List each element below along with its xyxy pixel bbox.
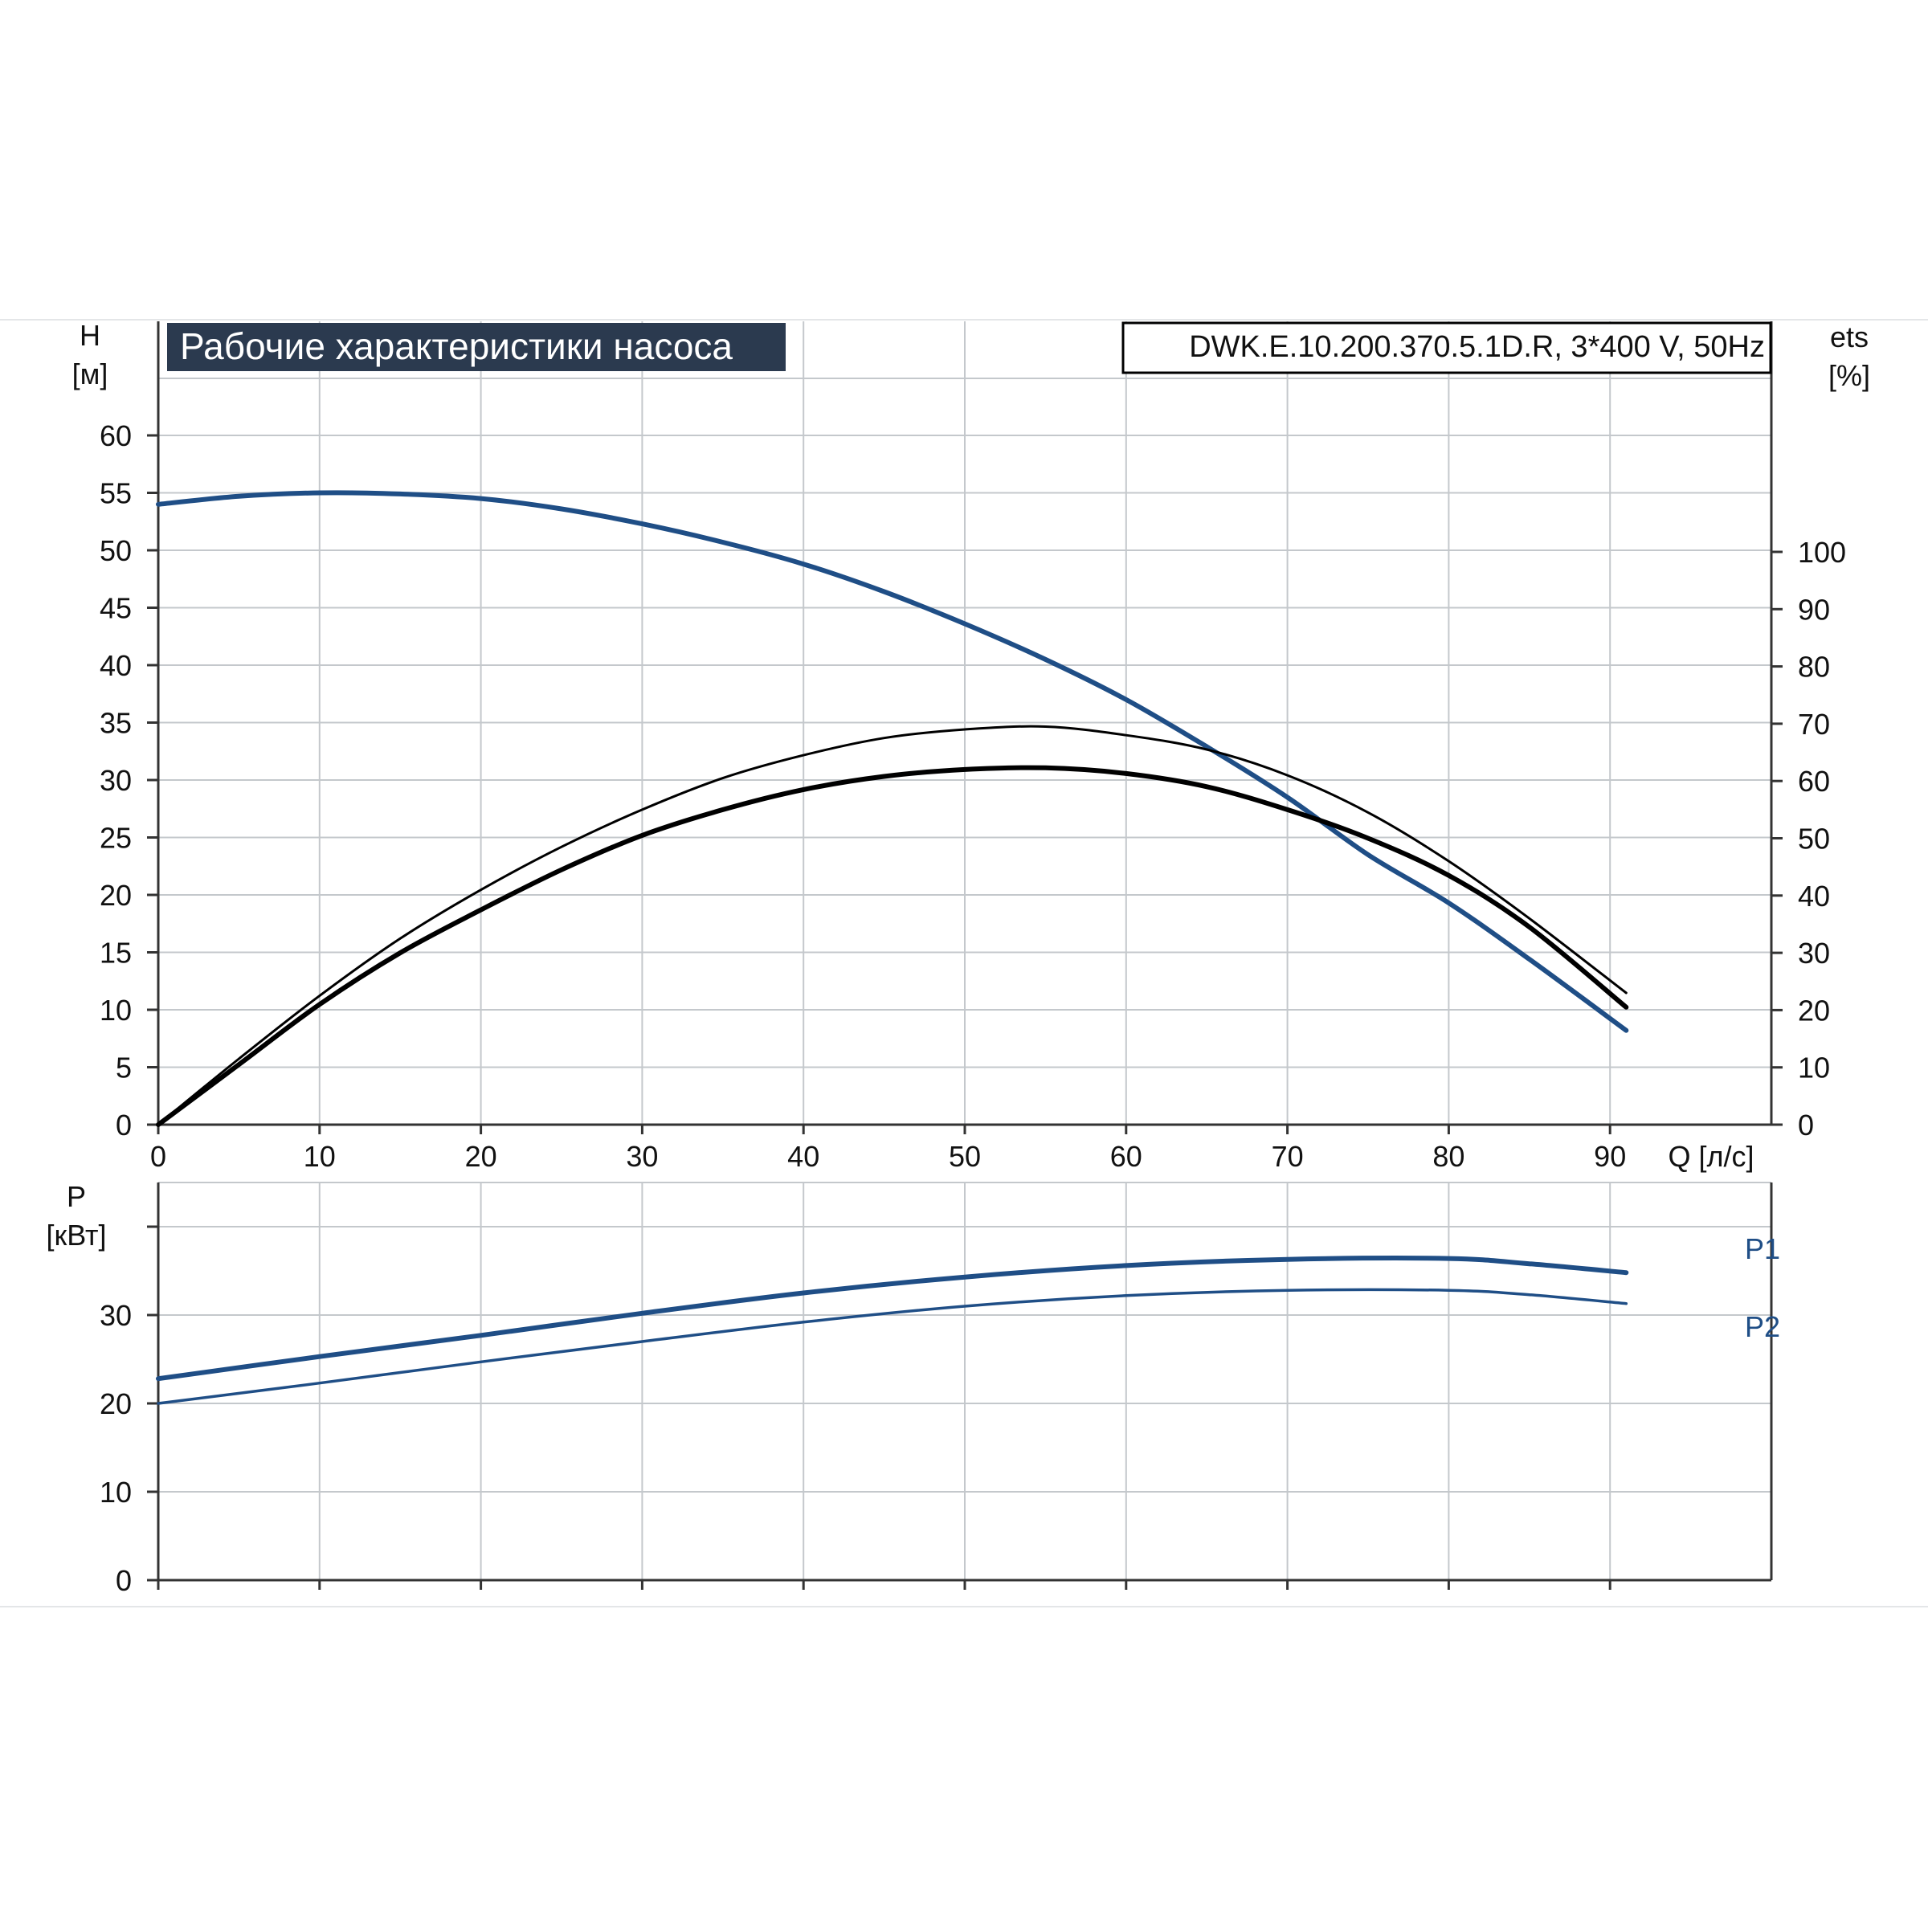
power-axis-unit: [кВт]	[46, 1219, 106, 1252]
series-line-head	[156, 490, 1629, 1033]
bottom-axis-ticks: 0 10 20 30	[100, 1225, 1611, 1597]
x-tick-label: 80	[1432, 1140, 1464, 1173]
x-tick-label: 60	[1110, 1140, 1142, 1173]
power-axis-label: P	[67, 1180, 86, 1213]
y-tick-label: 30	[100, 764, 132, 797]
y-tick-label: 0	[116, 1109, 132, 1142]
y-tick-label: 45	[100, 592, 132, 625]
power-y-tick-label: 20	[100, 1387, 132, 1420]
y-axis-unit: [м]	[72, 357, 108, 390]
y2-axis-label: ets	[1830, 321, 1869, 353]
series-label-p1: P1	[1745, 1232, 1780, 1265]
chart-title-box	[167, 323, 786, 371]
chart-title: Рабочие характеристики насоса	[180, 325, 733, 367]
y-tick-label: 25	[100, 822, 132, 855]
y2-axis-unit: [%]	[1828, 359, 1870, 392]
model-box	[1121, 321, 1772, 374]
x-tick-label: 90	[1594, 1140, 1626, 1173]
y2-tick-label: 10	[1798, 1052, 1830, 1084]
series-label-p2: P2	[1745, 1310, 1780, 1343]
x-axis-label: Q [л/с]	[1668, 1140, 1754, 1173]
bottom-series-group	[156, 1256, 1629, 1405]
series-line-efficiency-2	[156, 765, 1629, 1127]
y-axis-label: H	[80, 319, 100, 352]
power-y-tick-label: 0	[116, 1564, 132, 1597]
x-tick-label: 0	[150, 1140, 166, 1173]
y2-tick-label: 70	[1798, 708, 1830, 741]
bottom-grid	[158, 1182, 1771, 1580]
x-tick-label: 50	[949, 1140, 981, 1173]
y2-tick-label: 50	[1798, 823, 1830, 856]
y2-tick-label: 60	[1798, 765, 1830, 798]
y-tick-label: 35	[100, 707, 132, 740]
series-line-efficiency-1	[157, 725, 1628, 1126]
y-tick-label: 50	[100, 534, 132, 567]
series-line-p2	[157, 1288, 1628, 1405]
top-series-group	[156, 490, 1629, 1127]
top-grid	[158, 321, 1771, 1125]
power-y-tick-label: 30	[100, 1299, 132, 1332]
model-label: DWK.E.10.200.370.5.1D.R, 3*400 V, 50Hz	[1189, 330, 1765, 364]
y2-tick-label: 30	[1798, 937, 1830, 970]
x-tick-label: 40	[787, 1140, 819, 1173]
y-tick-label: 15	[100, 937, 132, 970]
top-axis-ticks: 0 10 20 30 40 50 60 70 80 90 0 5 10 15 20 25 30 35 40 45 50 5…	[100, 419, 1846, 1173]
y-tick-label: 55	[100, 477, 132, 510]
y2-tick-label: 90	[1798, 593, 1830, 626]
x-tick-label: 30	[626, 1140, 658, 1173]
x-tick-label: 10	[304, 1140, 336, 1173]
y-tick-label: 10	[100, 994, 132, 1027]
y-tick-label: 60	[100, 419, 132, 452]
y2-tick-label: 80	[1798, 651, 1830, 684]
y2-tick-label: 100	[1798, 536, 1846, 569]
y2-tick-label: 40	[1798, 880, 1830, 913]
x-tick-label: 70	[1272, 1140, 1304, 1173]
y-tick-label: 5	[116, 1052, 132, 1084]
y2-tick-label: 20	[1798, 994, 1830, 1027]
x-tick-label: 20	[465, 1140, 497, 1173]
y2-tick-label: 0	[1798, 1109, 1814, 1142]
series-line-p1	[156, 1256, 1629, 1382]
y-tick-label: 20	[100, 879, 132, 912]
power-y-tick-label: 10	[100, 1476, 132, 1509]
y-tick-label: 40	[100, 649, 132, 682]
